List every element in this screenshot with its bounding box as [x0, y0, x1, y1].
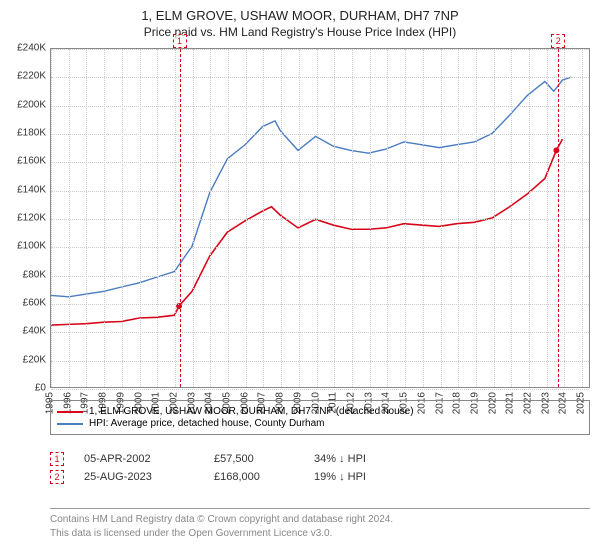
marker-label-icon: 1 [173, 34, 187, 48]
chart-container: 1, ELM GROVE, USHAW MOOR, DURHAM, DH7 7N… [0, 0, 600, 560]
legend-label: 1, ELM GROVE, USHAW MOOR, DURHAM, DH7 7N… [89, 406, 414, 417]
y-tick-label: £200K [0, 99, 46, 110]
y-tick-label: £160K [0, 156, 46, 167]
y-tick-label: £140K [0, 184, 46, 195]
datapoint-marker-icon: 2 [50, 470, 64, 484]
datapoint-table: 1 05-APR-2002 £57,500 34% ↓ HPI 2 25-AUG… [50, 448, 590, 488]
datapoint-date: 25-AUG-2023 [84, 471, 194, 483]
marker-label-icon: 2 [551, 34, 565, 48]
datapoint-row: 1 05-APR-2002 £57,500 34% ↓ HPI [50, 452, 590, 466]
chart-plot-area: 12 [50, 48, 590, 388]
footer-line: Contains HM Land Registry data © Crown c… [50, 513, 590, 527]
footer-line: This data is licensed under the Open Gov… [50, 527, 590, 541]
plot-svg [51, 49, 589, 387]
y-tick-label: £60K [0, 298, 46, 309]
title-block: 1, ELM GROVE, USHAW MOOR, DURHAM, DH7 7N… [0, 0, 600, 41]
y-tick-label: £0 [0, 383, 46, 394]
datapoint-marker-icon: 1 [50, 452, 64, 466]
legend-item: HPI: Average price, detached house, Coun… [57, 418, 583, 429]
legend-swatch [57, 423, 83, 425]
chart-title: 1, ELM GROVE, USHAW MOOR, DURHAM, DH7 7N… [0, 8, 600, 23]
y-tick-label: £120K [0, 213, 46, 224]
datapoint-row: 2 25-AUG-2023 £168,000 19% ↓ HPI [50, 470, 590, 484]
y-tick-label: £40K [0, 326, 46, 337]
y-tick-label: £220K [0, 71, 46, 82]
datapoint-date: 05-APR-2002 [84, 453, 194, 465]
y-tick-label: £20K [0, 354, 46, 365]
y-tick-label: £80K [0, 269, 46, 280]
legend-item: 1, ELM GROVE, USHAW MOOR, DURHAM, DH7 7N… [57, 406, 583, 417]
y-tick-label: £180K [0, 128, 46, 139]
y-tick-label: £100K [0, 241, 46, 252]
legend-swatch [57, 411, 83, 413]
legend-box: 1, ELM GROVE, USHAW MOOR, DURHAM, DH7 7N… [50, 400, 590, 435]
y-tick-label: £240K [0, 43, 46, 54]
datapoint-pct: 19% ↓ HPI [314, 471, 414, 483]
datapoint-price: £168,000 [214, 471, 294, 483]
datapoint-pct: 34% ↓ HPI [314, 453, 414, 465]
series-line-property [51, 139, 562, 325]
chart-subtitle: Price paid vs. HM Land Registry's House … [0, 25, 600, 39]
footer-attribution: Contains HM Land Registry data © Crown c… [50, 508, 590, 540]
datapoint-price: £57,500 [214, 453, 294, 465]
legend-label: HPI: Average price, detached house, Coun… [89, 418, 325, 429]
